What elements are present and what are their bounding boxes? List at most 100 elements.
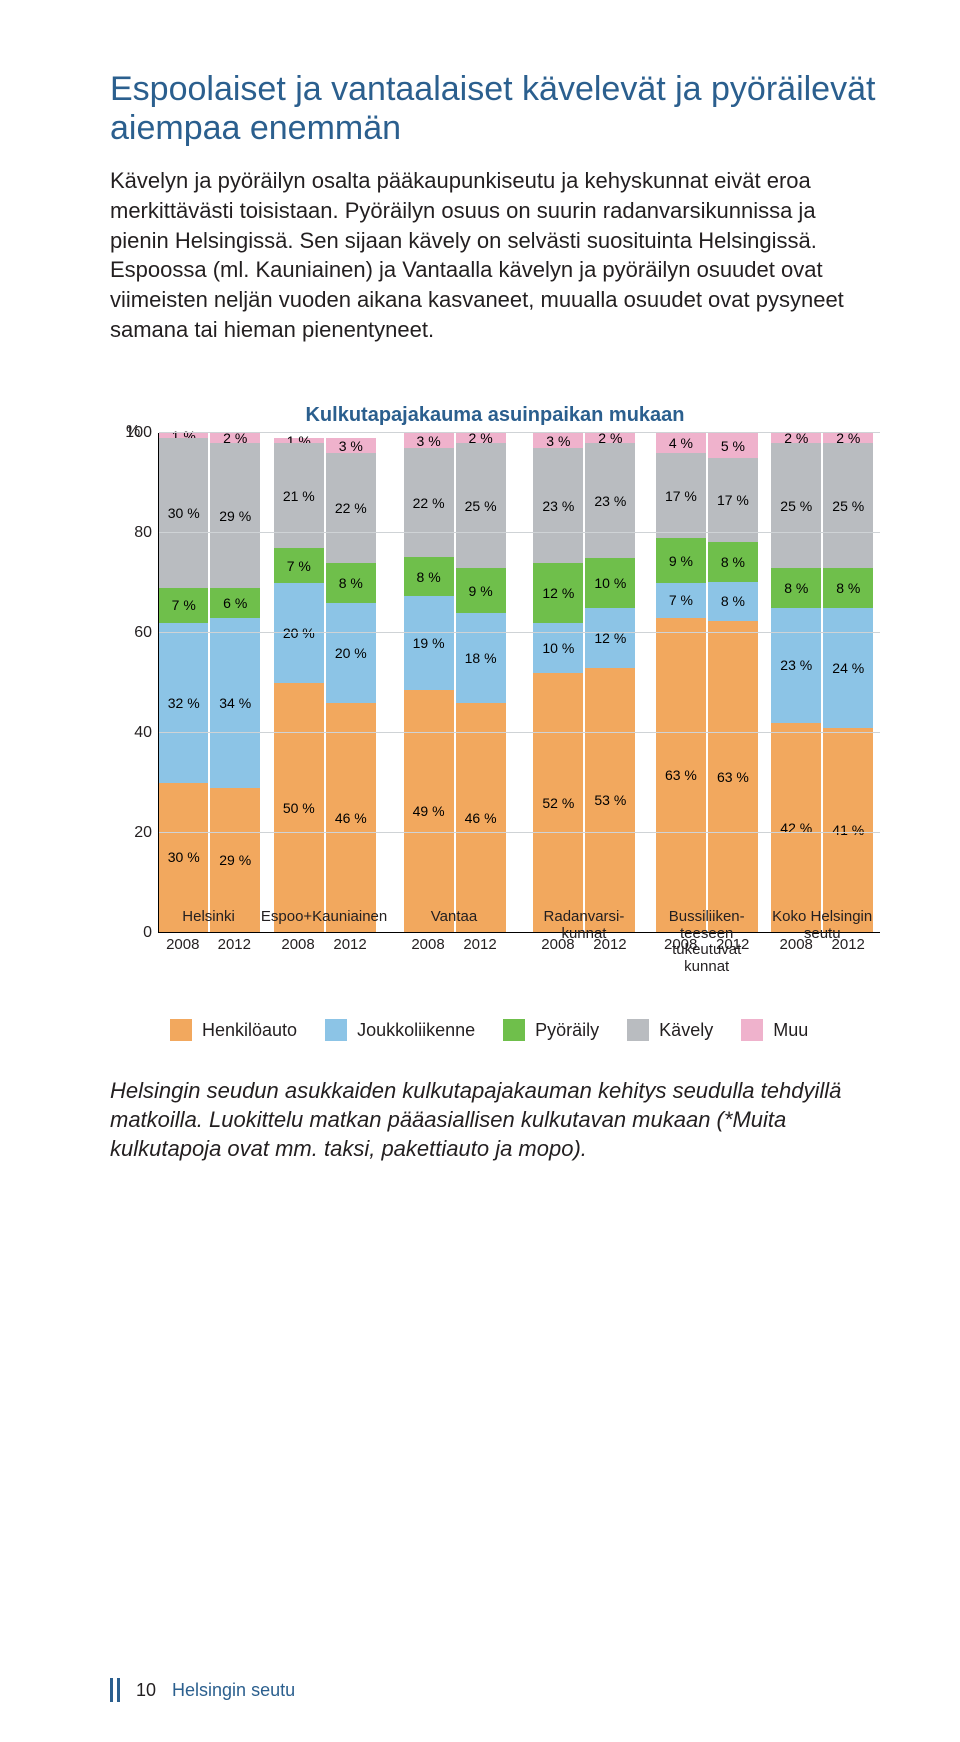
segment-muu: 3 %: [404, 433, 454, 448]
segment-pyoraily: 10 %: [585, 558, 635, 608]
stacked-bar: 1 %30 %7 %32 %30 %: [159, 433, 208, 932]
segment-pyoraily: 6 %: [210, 588, 259, 618]
segment-pyoraily: 8 %: [404, 557, 454, 597]
segment-joukkoliikenne: 20 %: [326, 603, 376, 703]
segment-value: 24 %: [832, 660, 864, 676]
segment-value: 49 %: [413, 803, 445, 819]
segment-value: 7 %: [172, 597, 196, 613]
legend-item: Kävely: [627, 1019, 713, 1041]
segment-pyoraily: 9 %: [456, 568, 506, 613]
segment-value: 10 %: [594, 575, 626, 591]
segment-value: 8 %: [836, 580, 860, 596]
segment-joukkoliikenne: 7 %: [656, 583, 706, 618]
segment-value: 23 %: [780, 657, 812, 673]
gridline: [159, 532, 880, 533]
y-tick: 80: [112, 524, 152, 542]
stacked-bar: 5 %17 %8 %8 %63 %: [708, 433, 758, 932]
legend-item: Pyöräily: [503, 1019, 599, 1041]
segment-muu: 2 %: [823, 433, 873, 443]
legend-label: Muu: [773, 1020, 808, 1041]
segment-value: 41 %: [832, 822, 864, 838]
segment-henkiloauto: 52 %: [533, 673, 583, 932]
document-title: Helsingin seutu: [172, 1680, 295, 1701]
segment-pyoraily: 9 %: [656, 538, 706, 583]
segment-value: 10 %: [542, 640, 574, 656]
segment-henkiloauto: 42 %: [771, 723, 821, 933]
chart-caption: Helsingin seudun asukkaiden kulkutapajak…: [110, 1077, 880, 1163]
segment-value: 12 %: [542, 585, 574, 601]
segment-value: 50 %: [283, 800, 315, 816]
segment-value: 29 %: [219, 852, 251, 868]
segment-value: 46 %: [465, 810, 497, 826]
legend-swatch: [325, 1019, 347, 1041]
segment-value: 3 %: [417, 433, 441, 449]
segment-joukkoliikenne: 18 %: [456, 613, 506, 703]
segment-pyoraily: 8 %: [771, 568, 821, 608]
segment-value: 8 %: [339, 575, 363, 591]
x-group-label: Radanvarsi-kunnat: [519, 909, 649, 975]
x-group-label: Koko Helsinginseutu: [764, 909, 880, 975]
x-axis-group-labels: HelsinkiEspoo+KauniainenVantaaRadanvarsi…: [158, 909, 880, 975]
segment-value: 19 %: [413, 635, 445, 651]
segment-value: 22 %: [413, 495, 445, 511]
segment-joukkoliikenne: 34 %: [210, 618, 259, 788]
stacked-bar: 3 %23 %12 %10 %52 %: [533, 433, 583, 932]
segment-value: 22 %: [335, 500, 367, 516]
segment-pyoraily: 7 %: [274, 548, 324, 583]
segment-henkiloauto: 63 %: [656, 618, 706, 932]
bar-group: 2 %25 %8 %23 %42 %2 %25 %8 %24 %41 %: [765, 433, 880, 932]
segment-muu: 2 %: [456, 433, 506, 443]
segment-kavely: 25 %: [456, 443, 506, 568]
segment-value: 17 %: [665, 488, 697, 504]
x-group-label: Bussiliiken-teeseen tukeutuvatkunnat: [649, 909, 765, 975]
bar-group: 3 % 22 % 8 % 19 % 49 % 2 %25 %9 % 18 % 46 %: [390, 433, 520, 932]
segment-value: 4 %: [669, 435, 693, 451]
segment-joukkoliikenne: 24 %: [823, 608, 873, 728]
segment-value: 53 %: [594, 792, 626, 808]
legend-item: Joukkoliikenne: [325, 1019, 475, 1041]
stacked-bar: 3 %22 %8 %20 %46 %: [326, 433, 376, 932]
segment-muu: 3 %: [533, 433, 583, 448]
segment-value: 3 %: [546, 433, 570, 449]
segment-joukkoliikenne: 8 %: [708, 582, 758, 622]
y-tick: 0: [112, 924, 152, 942]
segment-joukkoliikenne: 12 %: [585, 608, 635, 668]
segment-kavely: 23 %: [585, 443, 635, 558]
segment-kavely: 17 %: [656, 453, 706, 538]
y-tick: 20: [112, 824, 152, 842]
segment-pyoraily: 8 %: [708, 542, 758, 582]
segment-henkiloauto: 50 %: [274, 683, 324, 933]
legend-swatch: [741, 1019, 763, 1041]
footer-ornament: [110, 1678, 120, 1702]
bar-group: 4 %17 %9 %7 %63 %5 %17 %8 %8 %63 %: [649, 433, 764, 932]
legend-label: Kävely: [659, 1020, 713, 1041]
y-tick: 100: [112, 424, 152, 442]
page-footer: 10 Helsingin seutu: [110, 1678, 295, 1702]
segment-value: 63 %: [717, 769, 749, 785]
segment-henkiloauto: 53 %: [585, 668, 635, 932]
segment-joukkoliikenne: 19 %: [404, 596, 454, 690]
stacked-bar: 4 % 17 % 9 % 7 % 63 %: [656, 433, 706, 932]
segment-value: 21 %: [283, 488, 315, 504]
stacked-bar: 2 %23 %10 %12 %53 %: [585, 433, 635, 932]
segment-value: 7 %: [287, 558, 311, 574]
segment-kavely: 17 %: [708, 458, 758, 542]
segment-kavely: 25 %: [823, 443, 873, 568]
segment-value: 30 %: [168, 505, 200, 521]
bar-group: 1 %21 %7 %20 %50 %3 %22 %8 %20 %46 %: [260, 433, 390, 932]
stacked-bar-chart: % 020406080100 1 %30 %7 %32 %30 %2 %29 %…: [110, 433, 880, 973]
x-group-label: Espoo+Kauniainen: [259, 909, 389, 975]
stacked-bar: 1 %21 %7 %20 %50 %: [274, 433, 324, 932]
segment-value: 25 %: [832, 498, 864, 514]
segment-muu: 2 %: [210, 433, 259, 443]
segment-muu: 4 %: [656, 433, 706, 453]
legend-swatch: [170, 1019, 192, 1041]
segment-henkiloauto: 49 %: [404, 690, 454, 932]
segment-value: 7 %: [669, 592, 693, 608]
gridline: [159, 832, 880, 833]
segment-value: 32 %: [168, 695, 200, 711]
segment-pyoraily: 7 %: [159, 588, 208, 623]
segment-value: 8 %: [721, 593, 745, 609]
bar-group: 3 %23 %12 %10 %52 %2 %23 %10 %12 %53 %: [519, 433, 649, 932]
segment-value: 18 %: [465, 650, 497, 666]
